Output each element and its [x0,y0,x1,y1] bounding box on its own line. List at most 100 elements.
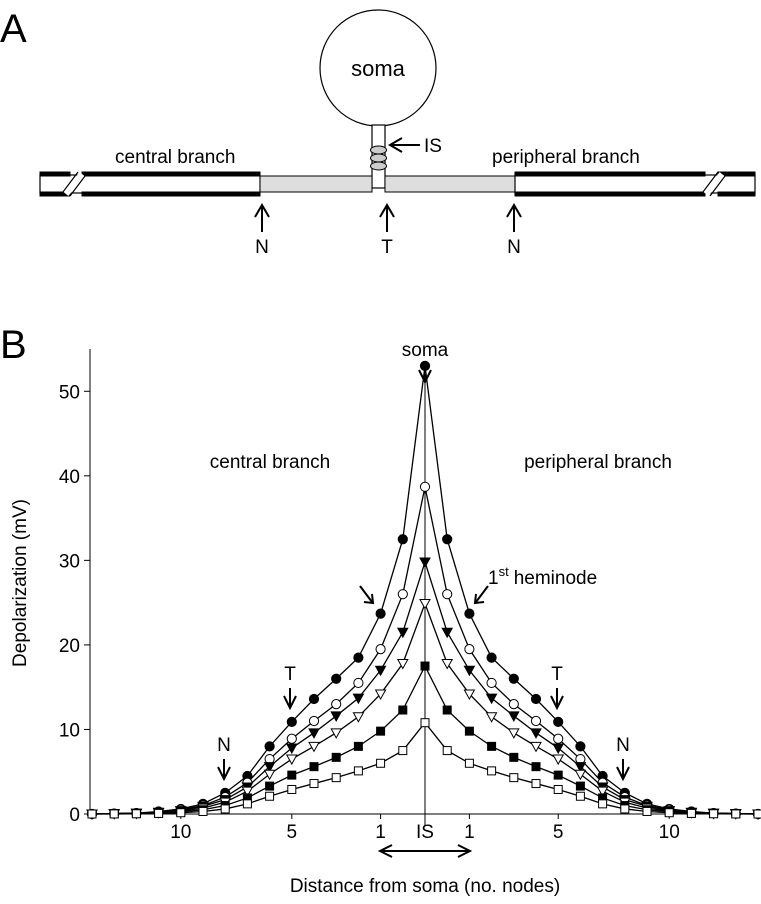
panel-label: B [0,323,27,367]
marker [264,741,275,752]
marker [509,773,519,783]
soma-label: soma [402,340,449,361]
branch-label: peripheral branch [492,147,640,168]
y-tick-label: 10 [59,720,80,741]
marker [353,677,364,689]
neuron-diagram [39,9,756,232]
marker [331,752,341,762]
marker [486,677,497,689]
marker [530,693,542,705]
branch-label: peripheral branch [524,452,672,473]
marker [552,743,565,755]
marker [441,627,454,639]
marker [308,741,320,753]
marker [487,766,497,776]
marker [331,673,342,684]
marker [553,784,563,794]
marker [753,809,761,819]
marker [552,754,565,766]
marker [642,806,652,816]
marker [485,693,498,705]
marker [374,665,387,677]
marker [308,715,320,727]
x-tick-label: 1 [464,822,475,843]
marker [308,693,320,705]
marker [176,808,186,818]
marker [287,784,297,794]
marker [241,786,254,798]
marker [464,608,475,619]
marker [376,726,386,736]
y-tick-label: 50 [59,382,80,403]
marker [686,808,696,818]
marker [553,733,564,744]
marker [464,758,474,768]
marker [353,652,364,663]
marker [420,718,430,728]
heminode-label: 1st heminode [488,564,597,589]
marker [419,598,431,610]
marker [553,770,563,780]
marker [331,773,341,783]
marker [464,644,475,655]
marker [374,689,387,700]
marker [596,786,609,798]
t-label: T [551,664,563,685]
marker [286,716,297,727]
marker [507,711,520,722]
marker [419,360,431,372]
marker [620,804,630,814]
marker [352,712,365,723]
marker [463,689,476,700]
marker [574,769,587,781]
node-label: N [507,237,521,258]
marker [575,781,585,791]
t-label: T [284,664,296,685]
marker [442,705,452,715]
marker [375,644,386,655]
y-tick-label: 40 [59,467,80,488]
marker [331,698,342,710]
marker [530,715,542,727]
marker [531,779,541,789]
marker [353,741,363,751]
marker [531,762,541,772]
marker [709,809,719,819]
marker [464,726,474,736]
x-axis-label: Distance from soma (no. nodes) [290,876,560,897]
marker [286,733,297,744]
marker [353,766,363,776]
marker [352,693,365,705]
marker [265,781,275,791]
marker [242,799,252,809]
node-label: N [255,237,269,258]
y-tick-label: 30 [59,551,80,572]
marker [131,809,141,819]
marker [398,705,408,715]
marker [419,557,431,569]
marker [265,791,275,801]
plot: 0 10 20 30 40 50 10 5 1 1 5 10 [59,349,761,843]
x-tick-label: 10 [659,822,680,843]
marker [263,769,276,781]
is-label: IS [424,136,442,157]
x-tick-label: 10 [170,822,191,843]
marker [397,534,408,545]
marker [553,716,564,727]
marker [598,799,608,809]
is-label: IS [416,822,434,843]
node-label: T [381,237,393,258]
n-label: N [217,735,231,756]
marker [376,758,386,768]
marker [330,711,343,722]
marker [487,741,497,751]
x-tick-label: 5 [287,822,298,843]
y-tick-label: 0 [69,805,80,826]
marker [574,762,587,773]
y-axis-label: Depolarization (mV) [10,499,31,667]
marker [731,809,741,819]
marker [309,762,319,772]
marker [441,659,454,670]
is-arrow [377,844,473,858]
